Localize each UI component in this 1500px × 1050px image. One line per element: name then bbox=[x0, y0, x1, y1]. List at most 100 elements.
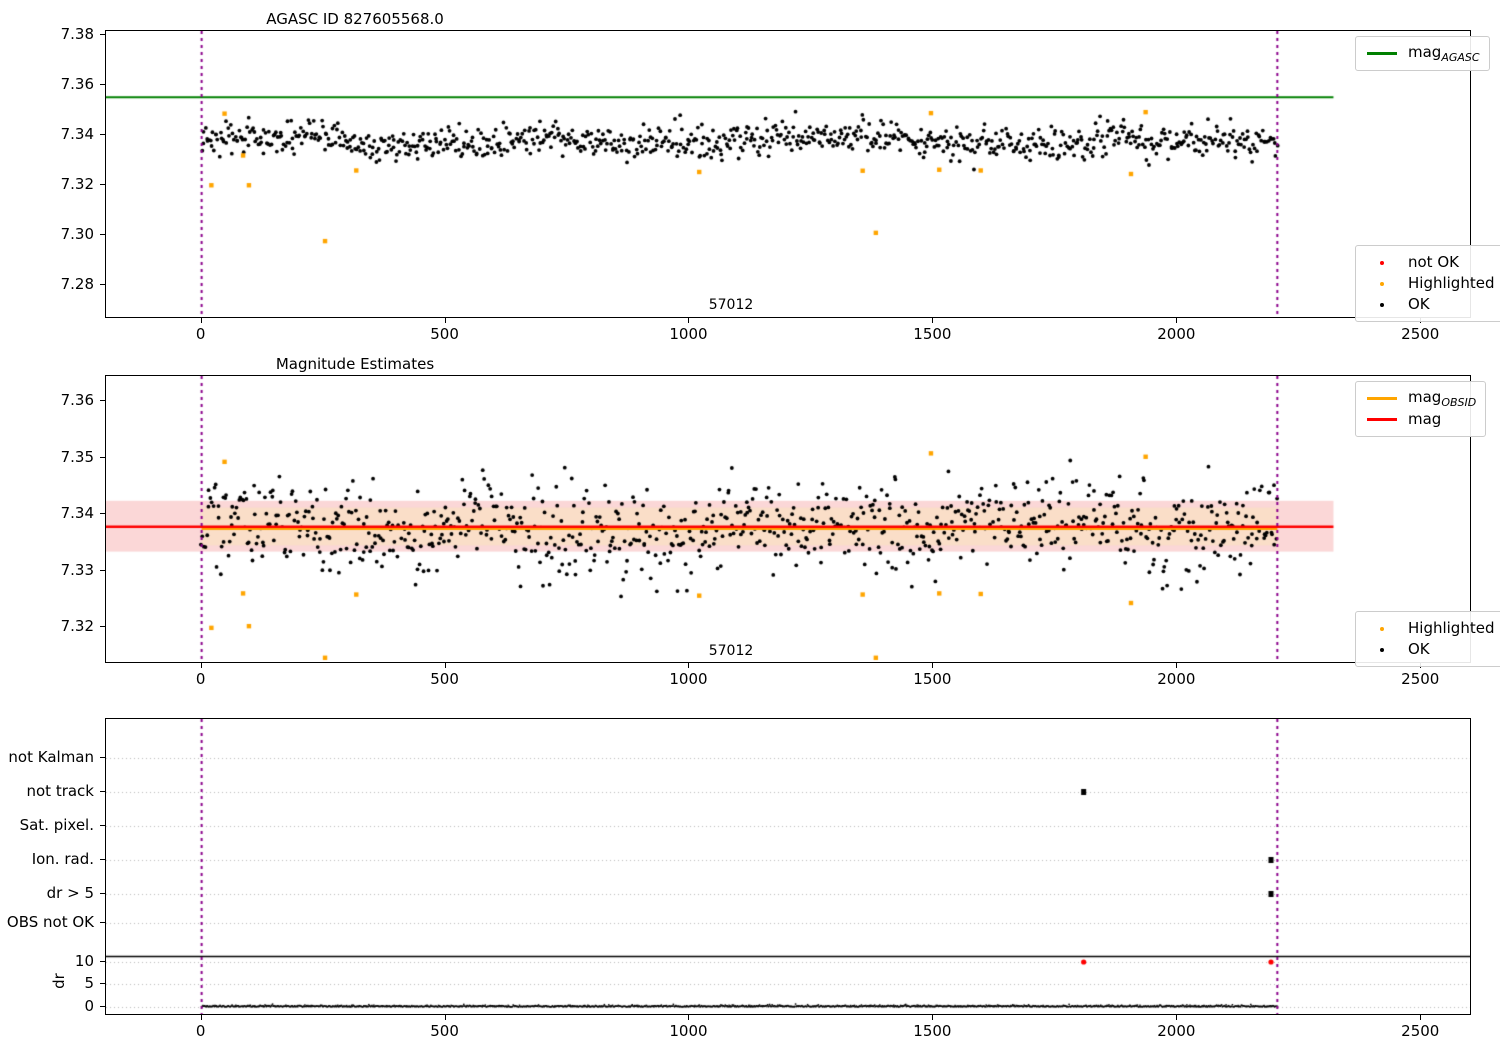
x-tick-label: 1000 bbox=[669, 325, 708, 343]
x-tick-mark bbox=[932, 1015, 934, 1020]
dr-tick-label: 0 bbox=[84, 997, 94, 1015]
x-tick-label: 500 bbox=[430, 1022, 459, 1040]
legend-label-highlighted: Highlighted bbox=[1408, 274, 1495, 292]
flag-tick-mark bbox=[100, 791, 105, 792]
x-tick-mark bbox=[1176, 1015, 1178, 1020]
line-swatch-icon bbox=[1365, 418, 1399, 421]
y-tick-label: 7.36 bbox=[60, 391, 94, 410]
y-tick-mark bbox=[100, 33, 105, 35]
x-tick-mark bbox=[444, 318, 446, 323]
dot-swatch-icon bbox=[1365, 281, 1399, 286]
legend-label-not-ok: not OK bbox=[1408, 253, 1459, 271]
x-tick-label: 2500 bbox=[1401, 325, 1440, 343]
plot-area-magnitudes[interactable] bbox=[105, 30, 1471, 318]
obsid-annotation-panel2: 57012 bbox=[708, 643, 754, 659]
x-tick-mark bbox=[1176, 318, 1178, 323]
panel-magnitudes: AGASC ID 827605568.0 7.28 7.30 7.32 7.34 7.3… bbox=[0, 0, 1500, 350]
flag-label-sat-pixel: Sat. pixel. bbox=[19, 816, 94, 834]
dr-tick-label: 10 bbox=[74, 952, 94, 970]
x-tick-label: 1500 bbox=[913, 670, 952, 688]
x-tick-label: 500 bbox=[430, 325, 459, 343]
y-tick-label: 7.33 bbox=[60, 560, 94, 579]
panel2-title: Magnitude Estimates bbox=[275, 355, 435, 373]
flag-label-ion-rad: Ion. rad. bbox=[31, 850, 94, 868]
x-tick-label: 1000 bbox=[669, 1022, 708, 1040]
legend-item-highlighted: Highlighted bbox=[1365, 273, 1494, 294]
scatter-canvas-magnitudes bbox=[106, 31, 1470, 317]
x-tick-label: 2000 bbox=[1157, 325, 1196, 343]
y-tick-mark bbox=[100, 284, 105, 286]
x-tick-mark bbox=[200, 1015, 202, 1020]
legend-label-mag-obsid: magOBSID bbox=[1408, 387, 1477, 409]
x-tick-mark bbox=[688, 1015, 690, 1020]
flag-tick-mark bbox=[100, 922, 105, 923]
x-tick-label: 2000 bbox=[1157, 670, 1196, 688]
y-tick-label: 7.32 bbox=[60, 617, 94, 636]
flag-tick-mark bbox=[100, 893, 105, 894]
flag-tick-mark bbox=[100, 757, 105, 758]
legend-mag-agasc[interactable]: magAGASC bbox=[1355, 36, 1490, 71]
legend-point-classes-panel2[interactable]: Highlighted OK bbox=[1355, 611, 1500, 667]
flag-tick-mark bbox=[100, 859, 105, 860]
y-tick-mark bbox=[100, 83, 105, 85]
x-tick-mark bbox=[932, 663, 934, 668]
legend-item-highlighted: Highlighted bbox=[1365, 618, 1494, 639]
y-tick-label: 7.36 bbox=[60, 74, 94, 93]
plot-area-magnitude-estimates[interactable] bbox=[105, 375, 1471, 663]
dr-tick-mark bbox=[100, 961, 105, 962]
x-tick-label: 2000 bbox=[1157, 1022, 1196, 1040]
legend-label-ok: OK bbox=[1408, 640, 1430, 658]
flag-label-not-track: not track bbox=[26, 782, 94, 800]
y-tick-mark bbox=[100, 234, 105, 236]
x-tick-mark bbox=[200, 318, 202, 323]
y-tick-label: 7.35 bbox=[60, 447, 94, 466]
dr-tick-mark bbox=[100, 1006, 105, 1007]
y-tick-label: 7.30 bbox=[60, 225, 94, 244]
legend-item-mag-obsid: magOBSID bbox=[1365, 388, 1476, 409]
legend-item-mag-agasc: magAGASC bbox=[1365, 43, 1480, 64]
legend-label-ok: OK bbox=[1408, 295, 1430, 313]
x-tick-mark bbox=[688, 318, 690, 323]
flag-label-obs-not-ok: OBS not OK bbox=[6, 913, 94, 931]
legend-label-highlighted: Highlighted bbox=[1408, 619, 1495, 637]
x-tick-label: 1500 bbox=[913, 1022, 952, 1040]
x-tick-mark bbox=[200, 663, 202, 668]
x-tick-mark bbox=[688, 663, 690, 668]
x-tick-label: 0 bbox=[195, 1022, 206, 1040]
y-tick-mark bbox=[100, 569, 105, 571]
x-tick-mark bbox=[932, 318, 934, 323]
x-tick-mark bbox=[444, 1015, 446, 1020]
legend-item-not-ok: not OK bbox=[1365, 252, 1494, 273]
y-tick-mark bbox=[100, 456, 105, 458]
y-tick-label: 7.34 bbox=[60, 124, 94, 143]
x-tick-mark bbox=[1420, 1015, 1422, 1020]
dr-tick-label: 5 bbox=[84, 974, 94, 992]
dot-swatch-icon bbox=[1365, 647, 1399, 652]
x-tick-label: 500 bbox=[430, 670, 459, 688]
x-tick-label: 2500 bbox=[1401, 1022, 1440, 1040]
dot-swatch-icon bbox=[1365, 626, 1399, 631]
axis-label-dr: dr bbox=[49, 973, 68, 989]
flags-canvas bbox=[106, 719, 1470, 1014]
flag-tick-mark bbox=[100, 825, 105, 826]
plot-area-flags-and-dr[interactable] bbox=[105, 718, 1471, 1015]
x-tick-label: 1500 bbox=[913, 325, 952, 343]
legend-mag-lines[interactable]: magOBSID mag bbox=[1355, 381, 1487, 437]
y-tick-label: 7.38 bbox=[60, 24, 94, 43]
obsid-annotation-panel1: 57012 bbox=[708, 297, 754, 313]
y-tick-mark bbox=[100, 184, 105, 186]
y-tick-mark bbox=[100, 626, 105, 628]
scatter-canvas-magnitude-estimates bbox=[106, 376, 1470, 662]
y-tick-mark bbox=[100, 133, 105, 135]
dot-swatch-icon bbox=[1365, 302, 1399, 307]
x-tick-label: 0 bbox=[195, 670, 206, 688]
line-swatch-icon bbox=[1365, 397, 1399, 400]
flag-label-not-kalman: not Kalman bbox=[8, 748, 94, 766]
y-tick-mark bbox=[100, 400, 105, 402]
legend-item-mag: mag bbox=[1365, 409, 1476, 430]
x-tick-mark bbox=[444, 663, 446, 668]
legend-item-ok: OK bbox=[1365, 294, 1494, 315]
legend-point-classes-panel1[interactable]: not OK Highlighted OK bbox=[1355, 245, 1500, 322]
